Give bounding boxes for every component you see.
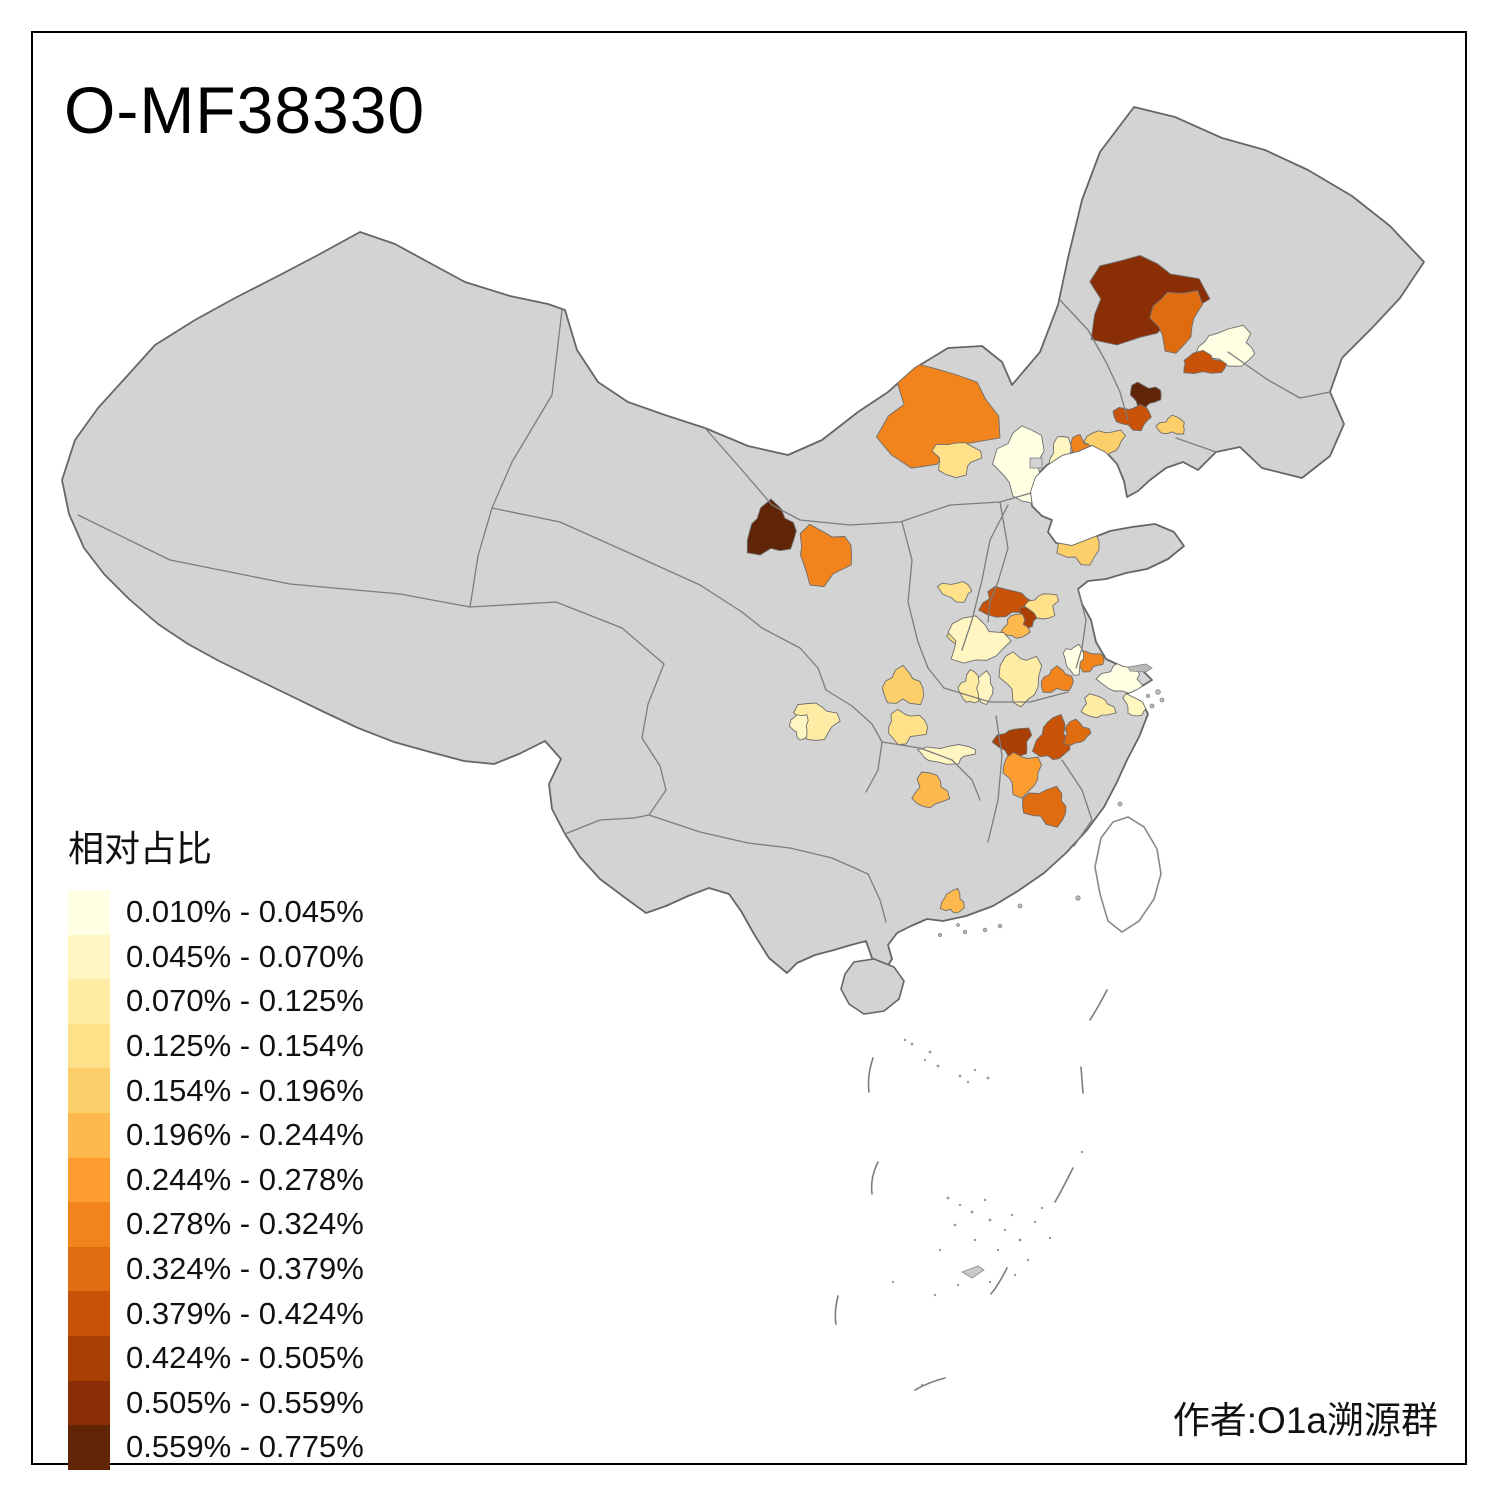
prefecture-region [1183, 349, 1228, 375]
hainan-island [840, 958, 905, 1015]
prefecture-region [1031, 713, 1071, 761]
legend-label: 0.278% - 0.324% [126, 1206, 364, 1242]
legend-row: 0.424% - 0.505% [68, 1335, 364, 1381]
legend-label: 0.424% - 0.505% [126, 1340, 364, 1376]
legend-label: 0.324% - 0.379% [126, 1251, 364, 1287]
legend-swatch [68, 1157, 110, 1203]
prefecture-region [888, 708, 929, 745]
legend-swatch [68, 1202, 110, 1247]
legend-swatch [68, 1380, 110, 1426]
prefecture-region [1129, 381, 1162, 409]
legend-label: 0.505% - 0.559% [126, 1384, 364, 1420]
prefecture-region [1083, 429, 1127, 458]
legend-swatch [68, 1112, 110, 1158]
legend-label: 0.379% - 0.424% [126, 1295, 364, 1331]
legend-swatch [68, 1023, 110, 1069]
prefecture-region [1149, 290, 1204, 354]
prefecture-region [1112, 403, 1152, 432]
legend-swatch [68, 1291, 110, 1336]
legend-label: 0.244% - 0.278% [126, 1161, 364, 1197]
legend-swatch [68, 1335, 110, 1381]
prefecture-region [1040, 665, 1074, 693]
legend-label: 0.045% - 0.070% [126, 938, 364, 974]
legend-label: 0.154% - 0.196% [126, 1072, 364, 1108]
prefecture-region [1063, 718, 1092, 747]
legend-title: 相对占比 [68, 828, 213, 869]
prefecture-region [1080, 693, 1117, 719]
prefecture-region [881, 664, 925, 706]
legend-swatch [68, 1068, 110, 1113]
legend-label: 0.559% - 0.775% [126, 1429, 364, 1465]
province-borders [77, 299, 1331, 923]
prefecture-region [998, 651, 1043, 708]
prefecture-region [1002, 751, 1042, 799]
prefecture-region [1000, 613, 1031, 639]
prefecture-region [911, 771, 951, 809]
prefecture-region [939, 887, 965, 914]
legend-row: 0.559% - 0.775% [68, 1425, 364, 1470]
legend-row: 0.379% - 0.424% [68, 1291, 364, 1336]
legend-row: 0.324% - 0.379% [68, 1246, 364, 1292]
south-china-sea-islands [891, 1038, 1084, 1387]
map-legend: 相对占比 0.010% - 0.045% 0.045% - 0.070% 0.070… [68, 820, 364, 1470]
south-china-sea-boundary [834, 989, 1108, 1391]
legend-label: 0.070% - 0.125% [126, 983, 364, 1019]
legend-row: 0.244% - 0.278% [68, 1157, 364, 1203]
legend-label: 0.125% - 0.154% [126, 1028, 364, 1064]
legend-swatch [68, 1425, 110, 1470]
prefecture-region [746, 498, 797, 556]
legend-row: 0.010% - 0.045% [68, 890, 364, 935]
attribution-text: 作者:O1a溯源群 [1172, 1400, 1438, 1441]
page-title: O-MF38330 [64, 73, 426, 147]
beijing-city-patch [1029, 457, 1043, 469]
prefecture-region [1155, 414, 1185, 435]
prefecture-region [916, 744, 977, 765]
prefecture-region [799, 523, 853, 588]
legend-swatch [68, 979, 110, 1024]
prefecture-region [947, 615, 1012, 664]
prefecture-region [991, 727, 1033, 758]
prefecture-region [1023, 593, 1060, 620]
prefecture-region [957, 669, 980, 704]
legend-row: 0.278% - 0.324% [68, 1202, 364, 1247]
legend-row: 0.196% - 0.244% [68, 1112, 364, 1158]
legend-row: 0.045% - 0.070% [68, 934, 364, 980]
prefecture-region [931, 442, 983, 479]
legend-row: 0.070% - 0.125% [68, 979, 364, 1024]
legend-label: 0.196% - 0.244% [126, 1117, 364, 1153]
legend-row: 0.505% - 0.559% [68, 1380, 364, 1426]
legend-row: 0.154% - 0.196% [68, 1068, 364, 1113]
coastal-islands [938, 663, 1165, 938]
taiwan-island [1094, 816, 1162, 933]
legend-label: 0.010% - 0.045% [126, 894, 364, 930]
prefecture-region [1062, 643, 1085, 676]
prefecture-region [936, 581, 973, 603]
prefecture-region [1021, 785, 1067, 828]
legend-rows: 0.010% - 0.045% 0.045% - 0.070% 0.070% - 0… [68, 890, 364, 1470]
legend-swatch [68, 1246, 110, 1292]
legend-row: 0.125% - 0.154% [68, 1023, 364, 1069]
legend-swatch [68, 934, 110, 980]
prefecture-region [788, 714, 809, 741]
legend-swatch [68, 890, 110, 935]
